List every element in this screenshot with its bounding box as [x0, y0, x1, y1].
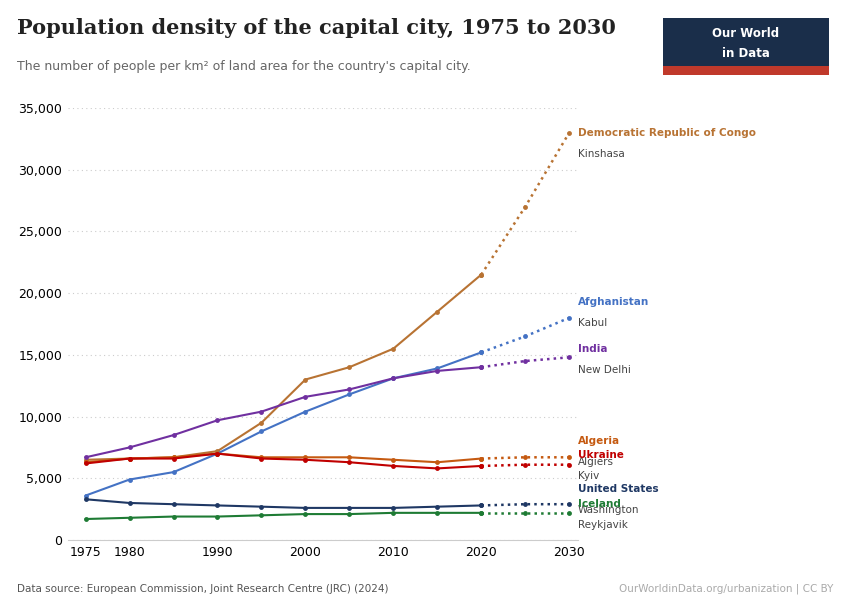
Text: Population density of the capital city, 1975 to 2030: Population density of the capital city, … — [17, 18, 616, 38]
Text: Kinshasa: Kinshasa — [578, 149, 625, 158]
Text: Kyiv: Kyiv — [578, 471, 599, 481]
Text: Reykjavik: Reykjavik — [578, 520, 628, 530]
Text: Data source: European Commission, Joint Research Centre (JRC) (2024): Data source: European Commission, Joint … — [17, 584, 388, 594]
Text: in Data: in Data — [722, 47, 770, 60]
Text: Iceland: Iceland — [578, 499, 620, 509]
Text: OurWorldinData.org/urbanization | CC BY: OurWorldinData.org/urbanization | CC BY — [619, 583, 833, 594]
Text: Kabul: Kabul — [578, 318, 607, 328]
Text: Algiers: Algiers — [578, 457, 614, 467]
Text: Algeria: Algeria — [578, 436, 620, 446]
Text: New Delhi: New Delhi — [578, 365, 631, 374]
Text: Our World: Our World — [712, 28, 779, 40]
Text: Democratic Republic of Congo: Democratic Republic of Congo — [578, 128, 756, 137]
Text: Washington: Washington — [578, 505, 639, 515]
Text: United States: United States — [578, 484, 659, 494]
Text: Afghanistan: Afghanistan — [578, 297, 649, 307]
Text: The number of people per km² of land area for the country's capital city.: The number of people per km² of land are… — [17, 60, 471, 73]
Text: India: India — [578, 344, 608, 353]
Text: Ukraine: Ukraine — [578, 450, 624, 460]
